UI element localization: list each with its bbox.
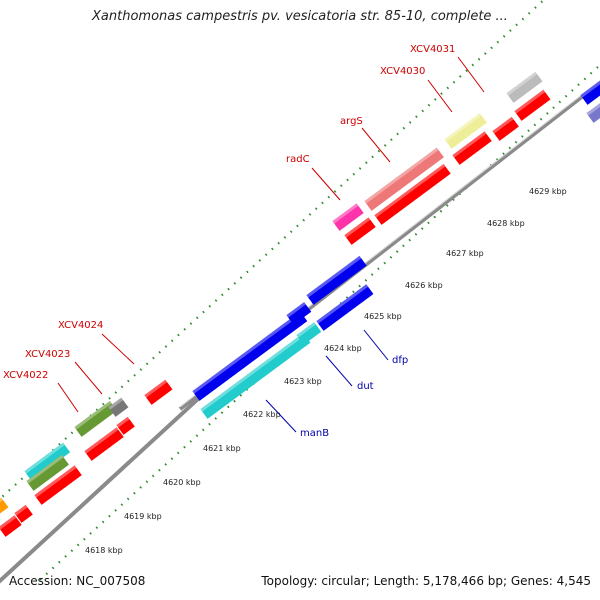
gene-leader-line	[361, 127, 391, 163]
gene-block-blue[interactable]	[306, 255, 367, 305]
gene-block-red[interactable]	[492, 116, 519, 141]
gene-block-red[interactable]	[14, 504, 33, 523]
kbp-tick-label: 4618 kbp	[85, 546, 123, 555]
gene-leader-line	[265, 399, 297, 433]
gene-label-dfp[interactable]: dfp	[392, 355, 408, 366]
kbp-tick-label: 4624 kbp	[324, 344, 362, 353]
gene-block-red[interactable]	[116, 416, 135, 435]
gene-block-olive[interactable]	[74, 401, 117, 437]
genome-summary: Topology: circular; Length: 5,178,466 bp…	[261, 574, 591, 588]
kbp-tick-label: 4620 kbp	[163, 478, 201, 487]
gene-label-xcv4030[interactable]: XCV4030	[380, 66, 425, 77]
gene-block-lavender[interactable]	[586, 101, 600, 123]
gene-label-args[interactable]: argS	[340, 116, 363, 127]
gene-block-red[interactable]	[344, 217, 376, 245]
kbp-tick-label: 4628 kbp	[487, 219, 525, 228]
genome-backbone-left	[0, 363, 237, 584]
gene-label-radc[interactable]: radC	[286, 154, 310, 165]
gene-block-blue[interactable]	[580, 79, 600, 105]
kbp-tick-label: 4621 kbp	[203, 444, 241, 453]
kbp-tick-label: 4622 kbp	[243, 410, 281, 419]
gene-label-dut[interactable]: dut	[357, 381, 374, 392]
kbp-tick-label: 4626 kbp	[405, 281, 443, 290]
gene-leader-line	[457, 56, 485, 93]
gene-block-red[interactable]	[374, 164, 451, 225]
gene-leader-line	[57, 382, 79, 413]
gene-block-blue[interactable]	[316, 284, 374, 331]
map-title: Xanthomonas campestris pv. vesicatoria s…	[92, 9, 508, 24]
gene-block-red[interactable]	[514, 89, 551, 121]
gene-block-red[interactable]	[144, 379, 173, 405]
gene-block-red[interactable]	[34, 465, 82, 505]
kbp-tick-label: 4625 kbp	[364, 312, 402, 321]
gene-block-cyan[interactable]	[24, 442, 71, 481]
gene-block-olive[interactable]	[26, 455, 69, 491]
kbp-tick-label: 4627 kbp	[446, 249, 484, 258]
kbp-tick-label: 4629 kbp	[529, 187, 567, 196]
gene-leader-line	[311, 167, 341, 201]
gene-block-pink[interactable]	[364, 147, 444, 211]
gene-leader-line	[101, 333, 135, 365]
gene-block-cyan[interactable]	[200, 333, 311, 419]
gene-block-blue[interactable]	[286, 302, 312, 325]
gene-label-xcv4031[interactable]: XCV4031	[410, 44, 455, 55]
gene-block-blue[interactable]	[192, 311, 308, 401]
gene-leader-line	[363, 329, 389, 361]
gene-block-yellow[interactable]	[444, 113, 487, 149]
kbp-tick-label: 4623 kbp	[284, 377, 322, 386]
gene-label-manb[interactable]: manB	[300, 428, 329, 439]
gene-block-red[interactable]	[452, 131, 492, 165]
gene-label-xcv4023[interactable]: XCV4023	[25, 349, 70, 360]
gene-block-red[interactable]	[0, 515, 22, 537]
kbp-tick-label: 4619 kbp	[124, 512, 162, 521]
gene-block-orange[interactable]	[0, 497, 9, 517]
gene-block-cyan[interactable]	[296, 322, 322, 345]
gene-label-xcv4022[interactable]: XCV4022	[3, 370, 48, 381]
gene-block-red[interactable]	[84, 427, 124, 461]
gene-label-xcv4024[interactable]: XCV4024	[58, 320, 103, 331]
gene-leader-line	[325, 355, 353, 387]
gene-block-magenta[interactable]	[332, 203, 364, 231]
accession-label: Accession: NC_007508	[9, 574, 146, 588]
gene-block-grey[interactable]	[506, 71, 543, 103]
gene-leader-line	[74, 361, 103, 395]
gene-leader-line	[427, 79, 453, 113]
gene-block-grey[interactable]	[108, 397, 129, 417]
